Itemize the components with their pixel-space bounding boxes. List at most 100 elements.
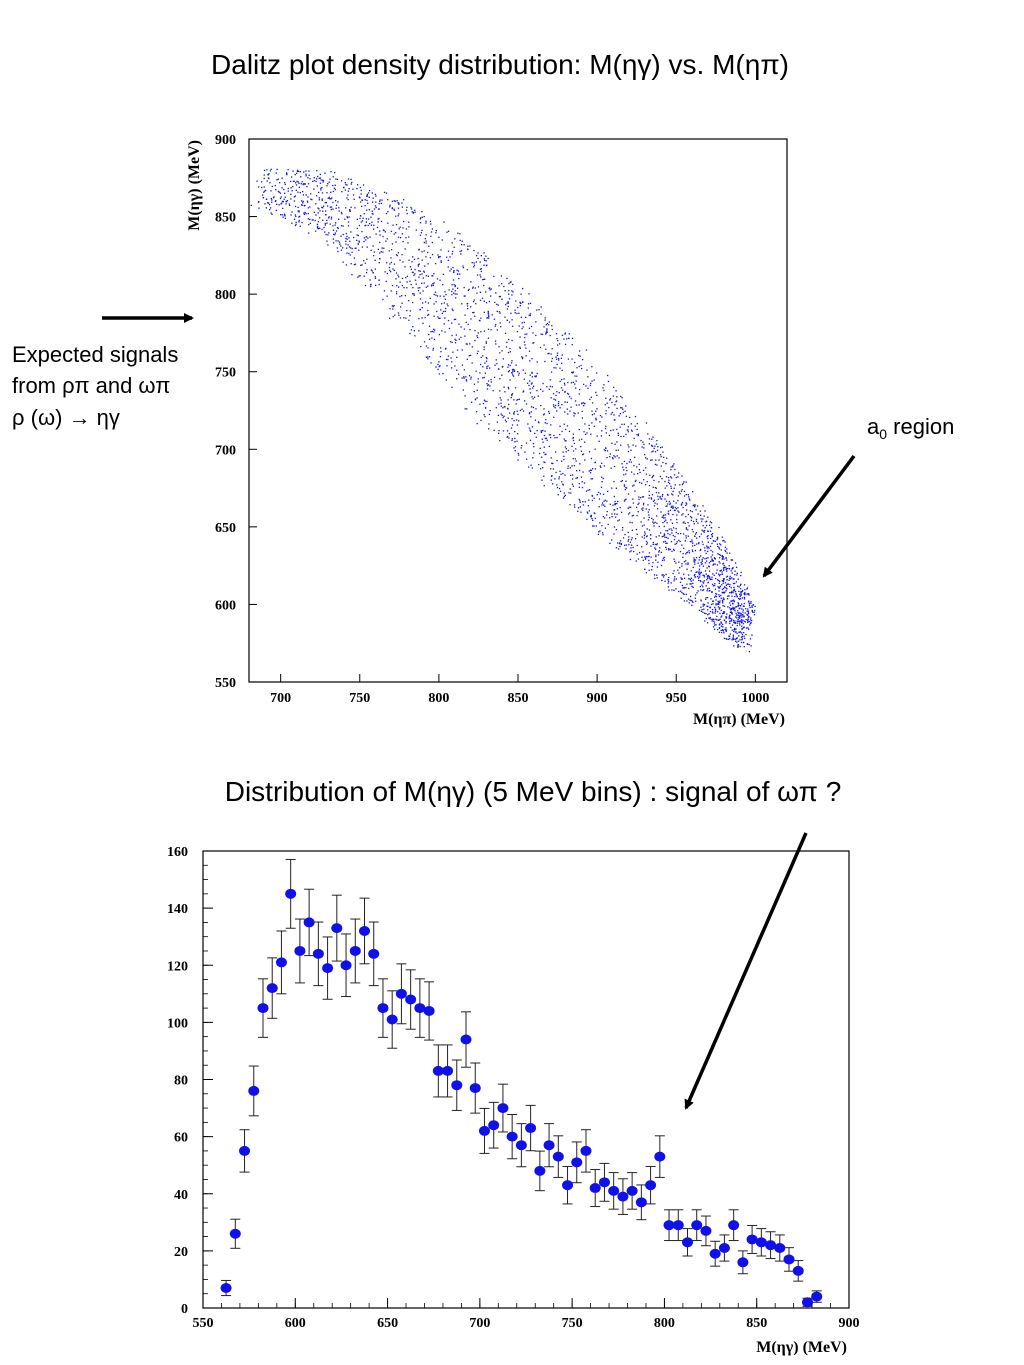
dalitz-point [476, 292, 478, 294]
dalitz-point [694, 544, 696, 546]
dalitz-point [614, 513, 616, 515]
dalitz-point [518, 372, 520, 374]
dalitz-point [566, 338, 568, 340]
dalitz-point [274, 184, 276, 187]
dalitz-point [726, 638, 728, 640]
dalitz-point [286, 200, 289, 202]
data-point [442, 1065, 454, 1076]
dalitz-point [510, 396, 512, 399]
dalitz-point [479, 403, 481, 405]
dalitz-point [483, 264, 485, 266]
dalitz-point [396, 284, 398, 287]
dalitz-point [685, 504, 687, 507]
dalitz-point [667, 580, 670, 583]
data-point [691, 1220, 703, 1231]
dalitz-point [543, 485, 545, 487]
dalitz-point [439, 255, 441, 258]
dalitz-point [526, 382, 529, 384]
dalitz-point [666, 457, 668, 459]
dalitz-point [553, 434, 555, 437]
dalitz-point [735, 614, 738, 616]
dalitz-point [608, 406, 610, 409]
dalitz-point [729, 583, 731, 586]
dalitz-point [722, 562, 725, 564]
dalitz-point [412, 286, 414, 289]
dalitz-point [293, 200, 296, 202]
dalitz-point [591, 410, 593, 412]
dalitz-point [409, 310, 412, 312]
dalitz-point [628, 461, 630, 463]
dalitz-point [453, 318, 456, 321]
dalitz-point [733, 638, 735, 640]
dalitz-point [390, 290, 392, 292]
dalitz-point [325, 214, 327, 216]
dalitz-point [584, 501, 586, 503]
dalitz-point [574, 375, 576, 377]
dalitz-point [648, 529, 651, 531]
dalitz-point [301, 181, 303, 183]
dalitz-point [502, 416, 504, 419]
dalitz-point [521, 322, 523, 324]
dalitz-point [643, 447, 645, 449]
dalitz-point [516, 312, 518, 315]
dalitz-point [711, 608, 714, 611]
dalitz-point [642, 496, 645, 498]
dalitz-point [307, 212, 309, 215]
dalitz-point [545, 324, 547, 326]
dalitz-point [705, 585, 707, 587]
dalitz-point [655, 544, 658, 546]
dalitz-point [661, 446, 664, 448]
dalitz-point [359, 201, 362, 203]
dalitz-point [330, 208, 332, 211]
dalitz-point [480, 276, 482, 278]
dalitz-point [402, 220, 405, 223]
dalitz-point [731, 629, 733, 631]
dalitz-point [410, 329, 413, 331]
dalitz-point [562, 451, 564, 453]
dalitz-point [278, 204, 280, 206]
dalitz-point [683, 533, 685, 535]
dalitz-point [693, 523, 695, 525]
dalitz-point [405, 209, 408, 211]
dalitz-point [325, 233, 327, 236]
dalitz-point [280, 203, 282, 205]
dalitz-point [338, 218, 340, 220]
dalitz-point [723, 579, 725, 581]
dalitz-point [625, 486, 627, 489]
dalitz-point [744, 592, 746, 594]
dalitz-point [605, 447, 607, 450]
dalitz-point [589, 398, 591, 401]
dalitz-point [713, 540, 715, 542]
dalitz-point [707, 541, 709, 543]
dalitz-point [630, 449, 632, 451]
dalitz-point [436, 278, 439, 280]
dalitz-point [494, 340, 497, 342]
dalitz-point [457, 373, 460, 375]
dalitz-point [710, 598, 712, 600]
dalitz-point [653, 479, 655, 482]
dalitz-point [571, 445, 573, 447]
dalitz-point [479, 372, 481, 374]
dalitz-point [275, 209, 277, 212]
dalitz-point [431, 337, 433, 339]
dalitz-point [510, 312, 512, 314]
dalitz-point [636, 428, 638, 431]
dalitz-point [611, 442, 613, 444]
dalitz-point [517, 452, 520, 455]
dalitz-point [734, 570, 736, 572]
dalitz-point [294, 214, 297, 216]
dalitz-point [361, 264, 363, 266]
dalitz-point [485, 302, 488, 304]
dalitz-point [427, 251, 429, 254]
dalitz-point [543, 461, 545, 463]
dalitz-point [496, 362, 498, 365]
dalitz-point [672, 572, 674, 575]
dalitz-point [743, 631, 745, 634]
dalitz-point [298, 219, 300, 222]
dalitz-point [593, 425, 596, 427]
data-point [608, 1185, 620, 1196]
dalitz-point [724, 541, 726, 543]
dalitz-point [679, 532, 682, 535]
dalitz-point [329, 206, 331, 208]
data-point [497, 1103, 509, 1114]
